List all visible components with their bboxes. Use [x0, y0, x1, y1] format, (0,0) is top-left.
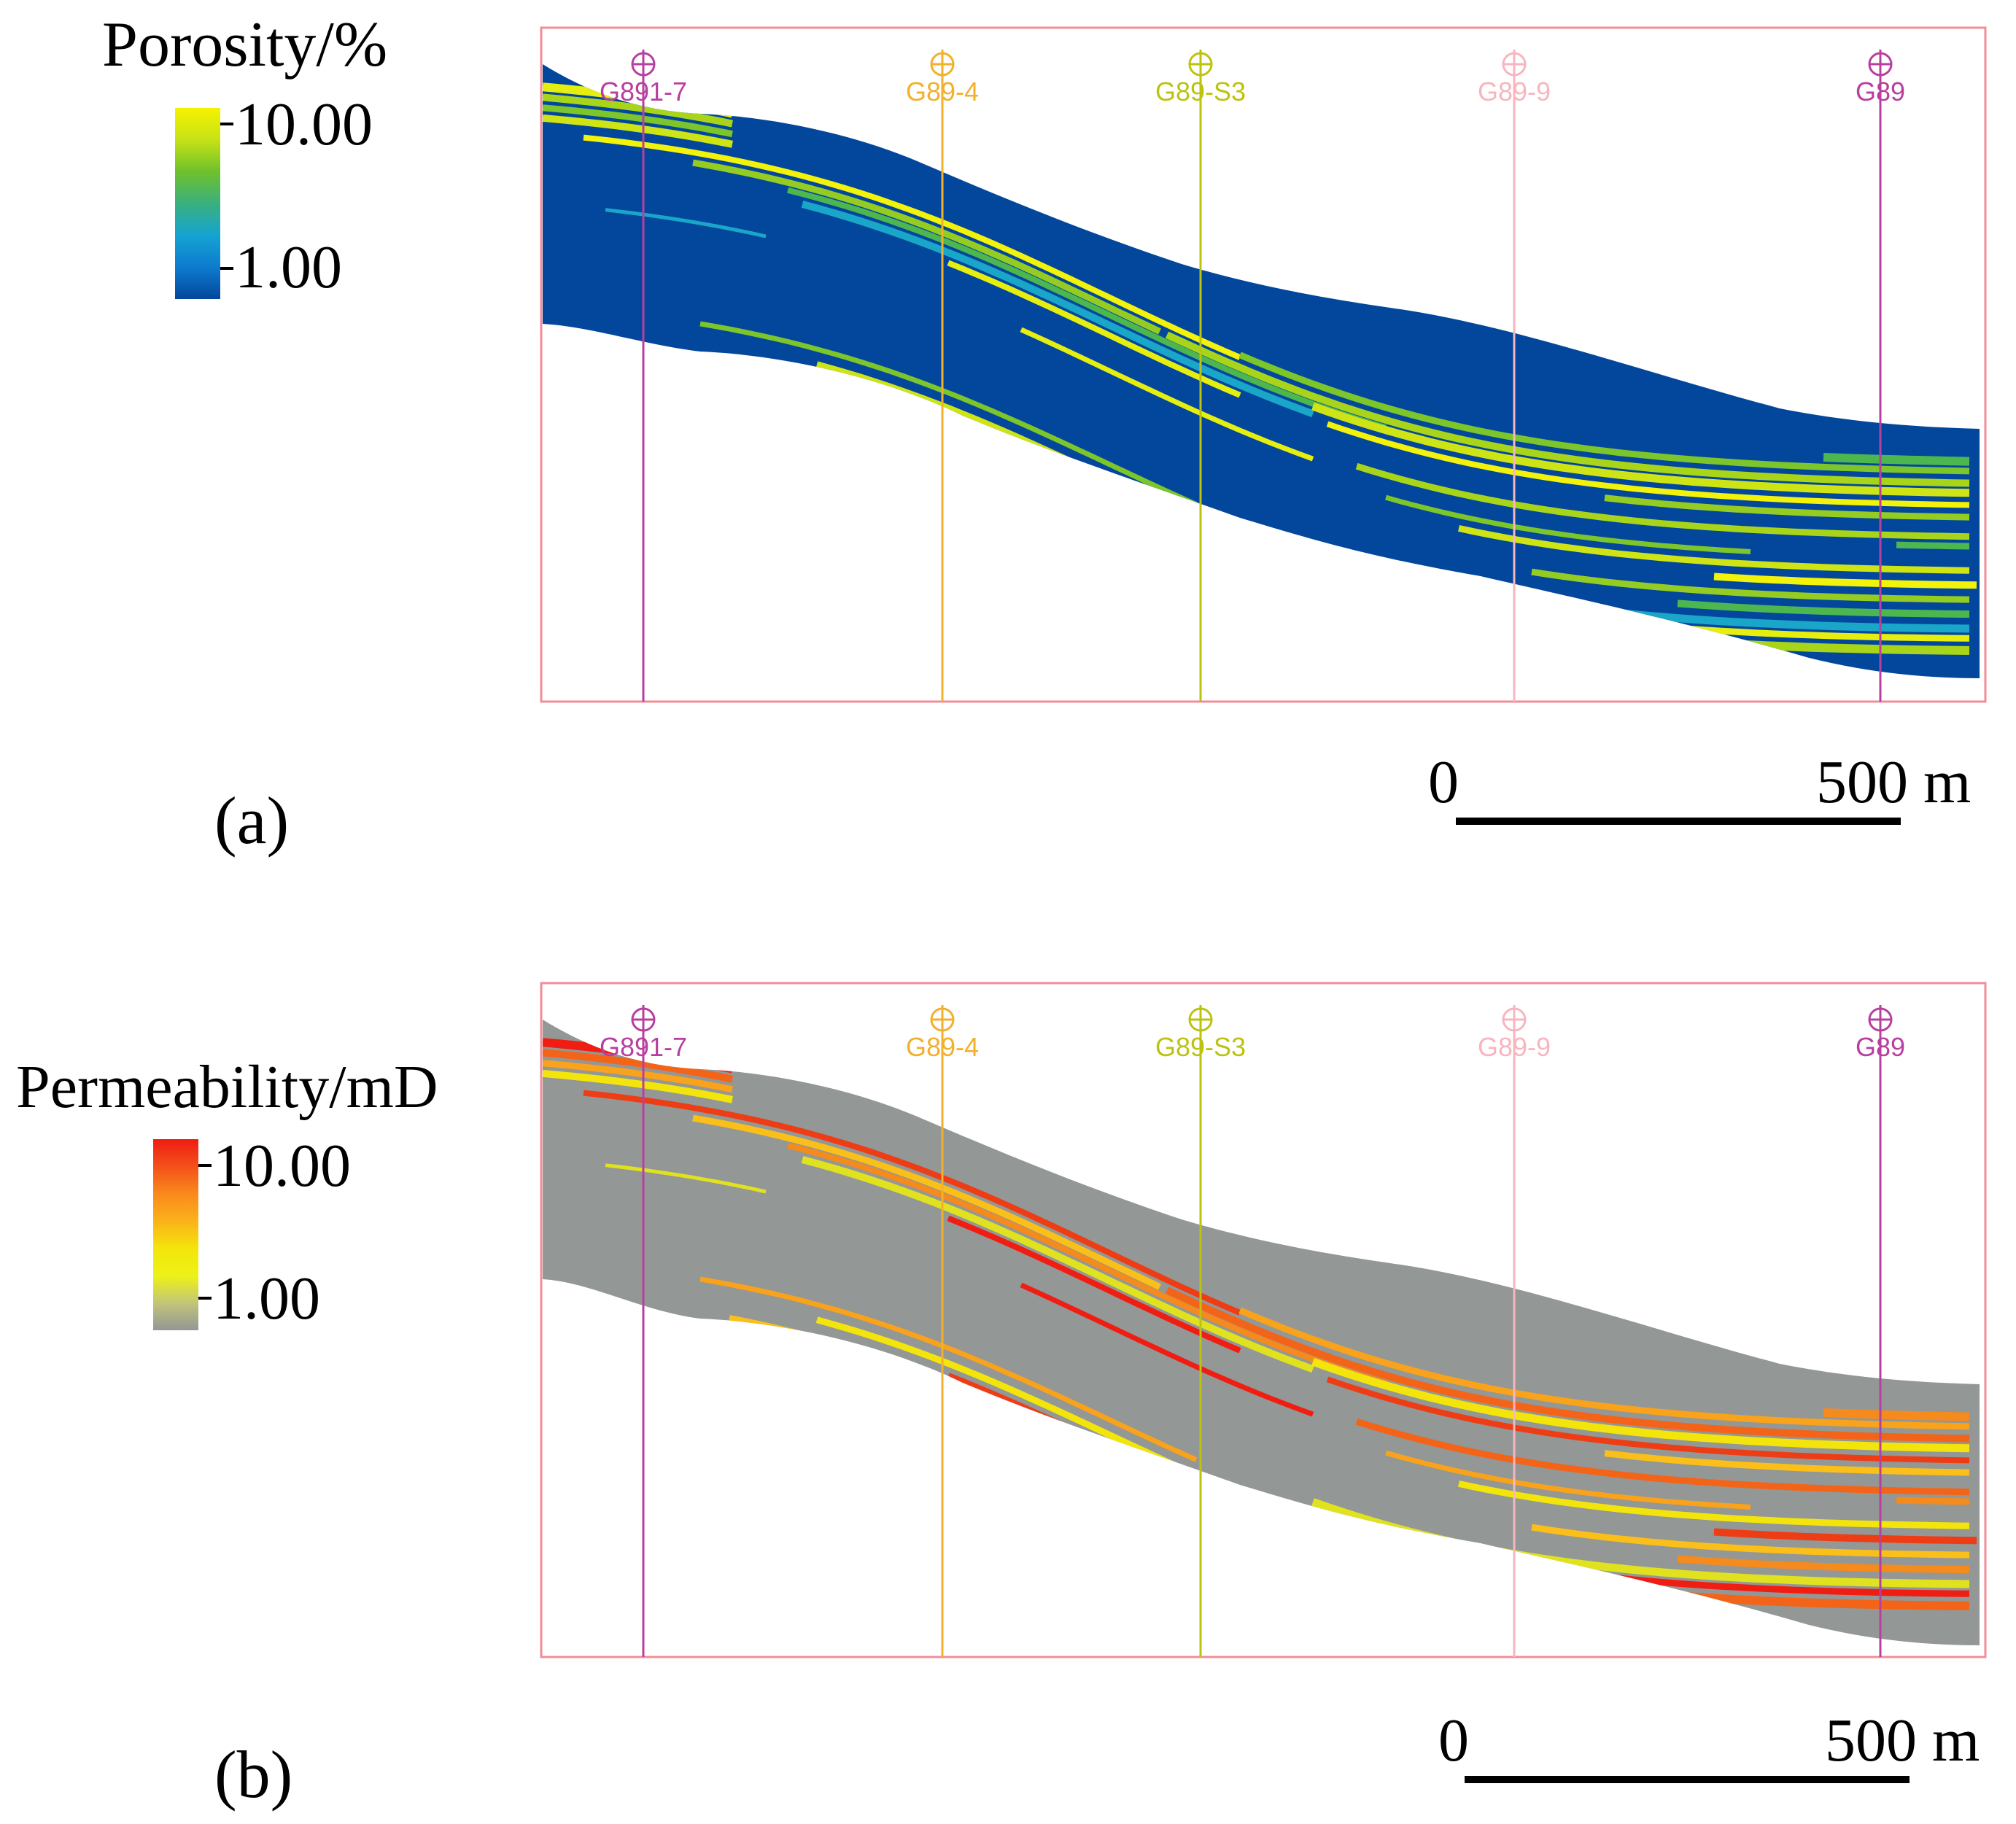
- property-band: [1896, 541, 1970, 550]
- porosity-scalebar-start-label: 0: [1428, 748, 1459, 816]
- property-band: [947, 1215, 1241, 1354]
- permeability-panel-label: (b): [214, 1737, 292, 1812]
- well-label: G89-4: [906, 1032, 979, 1062]
- property-band: [692, 159, 1161, 335]
- property-band: [543, 1060, 733, 1093]
- property-band: [1385, 494, 1751, 554]
- property-band: [1677, 1555, 1970, 1574]
- property-band: [1823, 453, 1970, 466]
- property-band: [1458, 1480, 1970, 1529]
- porosity-legend-min-label: 1.00: [235, 233, 342, 301]
- property-band: [605, 1163, 767, 1194]
- property-band: [699, 321, 1198, 507]
- well-label: G89-S3: [1155, 1032, 1246, 1062]
- well: G89-4: [906, 50, 979, 702]
- property-band: [787, 1142, 1387, 1386]
- well-label: G891-7: [600, 77, 687, 106]
- well-label: G891-7: [600, 1032, 687, 1062]
- permeability-legend: Permeability/mD 10.00 1.00: [16, 1053, 438, 1332]
- property-band: [1326, 421, 1970, 508]
- permeability-scalebar: 0 500 m: [1438, 1707, 1980, 1783]
- porosity-panel-label: (a): [214, 783, 289, 858]
- property-band: [787, 187, 1387, 431]
- property-band: [801, 1156, 1314, 1373]
- permeability-scalebar-end-label: 500 m: [1825, 1707, 1980, 1774]
- property-band: [801, 201, 1314, 418]
- property-band: [1823, 1408, 1970, 1421]
- property-band: [1713, 1528, 1977, 1545]
- property-band: [1355, 1418, 1970, 1496]
- property-band: [543, 114, 733, 148]
- well: G89: [1856, 50, 1905, 702]
- property-band: [543, 93, 733, 128]
- well-label: G89-S3: [1155, 77, 1246, 106]
- well: G89: [1856, 1005, 1905, 1657]
- well: G89-9: [1478, 1005, 1551, 1657]
- porosity-colorbar: [175, 108, 220, 299]
- well-label: G89-4: [906, 77, 979, 106]
- property-band: [1896, 1497, 1970, 1505]
- well-label: G89: [1856, 77, 1905, 106]
- well-label: G89-9: [1478, 1032, 1551, 1062]
- property-band: [1385, 1450, 1751, 1510]
- permeability-wells: G891-7 G89-4 G89-S3 G89-9 G89: [600, 1005, 1905, 1657]
- property-band: [1355, 462, 1970, 540]
- property-band: [947, 260, 1241, 398]
- property-band: [583, 134, 1241, 360]
- property-band: [699, 1276, 1198, 1462]
- permeability-section-frame: [540, 982, 1987, 1658]
- property-band: [1165, 1286, 1970, 1443]
- property-band: [1020, 327, 1314, 462]
- permeability-scalebar-start-label: 0: [1438, 1707, 1469, 1774]
- porosity-legend-max-label: 10.00: [235, 90, 373, 158]
- property-band: [543, 1049, 733, 1083]
- porosity-scalebar-end-label: 500 m: [1816, 748, 1971, 816]
- property-band: [1531, 1524, 1970, 1559]
- property-band: [1458, 525, 1970, 574]
- porosity-scalebar: 0 500 m: [1428, 748, 1971, 825]
- well-label: G89: [1856, 1032, 1905, 1062]
- property-band: [543, 1069, 733, 1103]
- property-band: [1238, 1307, 1970, 1430]
- property-band: [583, 1090, 1241, 1316]
- property-band: [692, 1114, 1161, 1290]
- permeability-legend-title: Permeability/mD: [16, 1053, 438, 1121]
- porosity-wells: G891-7 G89-4 G89-S3 G89-9 G89: [600, 50, 1905, 702]
- well-label: G89-9: [1478, 77, 1551, 106]
- permeability-legend-max-label: 10.00: [213, 1132, 351, 1200]
- property-band: [1326, 1376, 1970, 1464]
- property-band: [1020, 1282, 1314, 1417]
- well: G89-4: [906, 1005, 979, 1657]
- porosity-legend-title: Porosity/%: [102, 9, 387, 80]
- property-band: [543, 104, 733, 138]
- property-band: [1238, 352, 1970, 475]
- property-band: [1311, 402, 1970, 497]
- well: G891-7: [600, 1005, 687, 1657]
- well: G89-9: [1478, 50, 1551, 702]
- property-band: [1604, 1450, 1970, 1476]
- property-band: [1604, 494, 1970, 521]
- property-band: [1677, 599, 1970, 618]
- well: G89-S3: [1155, 50, 1246, 702]
- well: G89-S3: [1155, 1005, 1246, 1657]
- property-band: [1165, 331, 1970, 487]
- well: G891-7: [600, 50, 687, 702]
- permeability-legend-min-label: 1.00: [213, 1265, 320, 1332]
- property-band: [605, 208, 767, 238]
- permeability-colorbar: [153, 1139, 198, 1330]
- property-band: [1311, 1357, 1970, 1453]
- property-band: [1713, 573, 1977, 589]
- porosity-legend: Porosity/% 10.00 1.00: [102, 9, 387, 301]
- porosity-section-frame: [540, 26, 1987, 703]
- property-band: [1531, 568, 1970, 603]
